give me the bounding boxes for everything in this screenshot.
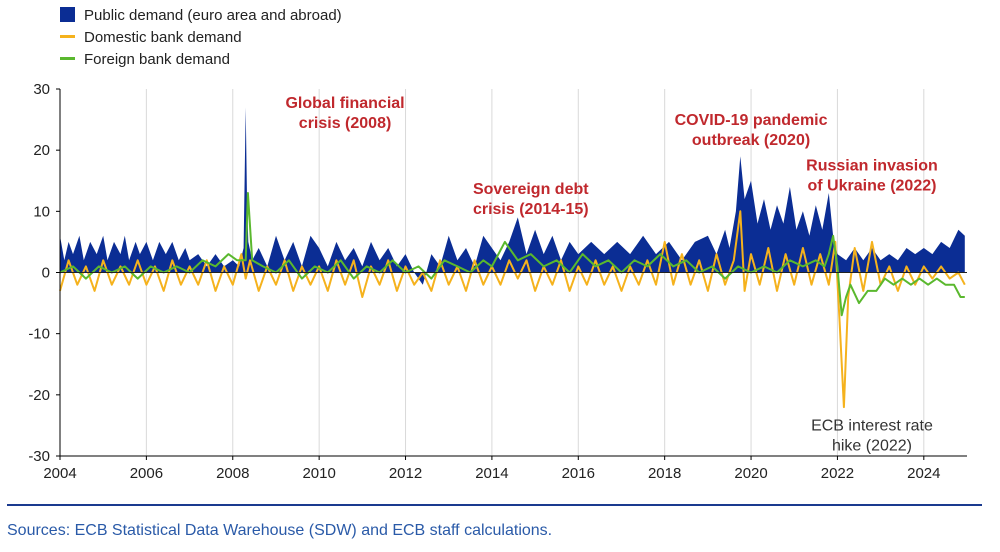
plot-area [59,107,966,409]
annotation-4-line-1: hike (2022) [832,437,912,454]
legend-item-foreign: Foreign bank demand [60,51,230,68]
legend-swatch-foreign [60,57,75,60]
x-tick-label-2016: 2016 [562,465,595,482]
source-divider [7,504,982,506]
y-tick-label--10: -10 [28,326,50,343]
legend-item-domestic: Domestic bank demand [60,29,242,46]
annotation-0: Global financial crisis (2008) [285,95,404,132]
annotation-2: COVID-19 pandemic outbreak (2020) [675,112,828,149]
legend-swatch-domestic [60,35,75,38]
legend-label-foreign: Foreign bank demand [84,51,230,68]
x-tick-label-2014: 2014 [475,465,508,482]
annotation-0-line-1: crisis (2008) [299,115,392,132]
chart: Public demand (euro area and abroad) Dom… [28,7,967,482]
annotation-4-line-0: ECB interest rate [811,417,933,434]
annotation-1: Sovereign debt crisis (2014-15) [473,181,589,218]
annotation-2-line-1: outbreak (2020) [692,132,810,149]
annotation-3-line-0: Russian invasion [806,157,938,174]
x-tick-label-2010: 2010 [302,465,335,482]
y-tick-label--20: -20 [28,387,50,404]
series-line-domestic [59,210,966,409]
y-tick-label-30: 30 [33,81,50,98]
annotation-3-line-1: of Ukraine (2022) [808,177,937,194]
annotation-4: ECB interest rate hike (2022) [811,417,933,454]
legend-item-public: Public demand (euro area and abroad) [60,7,342,24]
x-tick-label-2012: 2012 [389,465,422,482]
y-tick-label-10: 10 [33,203,50,220]
annotation-2-line-0: COVID-19 pandemic [675,112,828,129]
axes: -30 -20 -10 0 10 20 30 2004 2006 2008 2010 2012 2014… [28,81,967,482]
x-tick-label-2006: 2006 [130,465,163,482]
annotation-1-line-0: Sovereign debt [473,181,589,198]
series-line-foreign [59,192,965,317]
x-tick-label-2008: 2008 [216,465,249,482]
annotation-0-line-0: Global financial [285,95,404,112]
x-tick-label-2004: 2004 [43,465,76,482]
x-tick-label-2020: 2020 [734,465,767,482]
legend-label-public: Public demand (euro area and abroad) [84,7,342,24]
annotations: Global financial crisis (2008) Sovereign d… [285,95,937,454]
source-note: Sources: ECB Statistical Data Warehouse … [7,522,553,539]
series-area-public [60,107,965,285]
x-tick-label-2018: 2018 [648,465,681,482]
y-tick-label-0: 0 [42,265,50,282]
annotation-1-line-1: crisis (2014-15) [473,201,589,218]
annotation-3: Russian invasion of Ukraine (2022) [806,157,938,194]
legend-label-domestic: Domestic bank demand [84,29,242,46]
x-tick-label-2022: 2022 [821,465,854,482]
x-tick-label-2024: 2024 [907,465,940,482]
y-tick-label-20: 20 [33,142,50,159]
y-tick-label--30: -30 [28,448,50,465]
legend-swatch-public [60,7,75,22]
legend: Public demand (euro area and abroad) Dom… [60,7,342,68]
